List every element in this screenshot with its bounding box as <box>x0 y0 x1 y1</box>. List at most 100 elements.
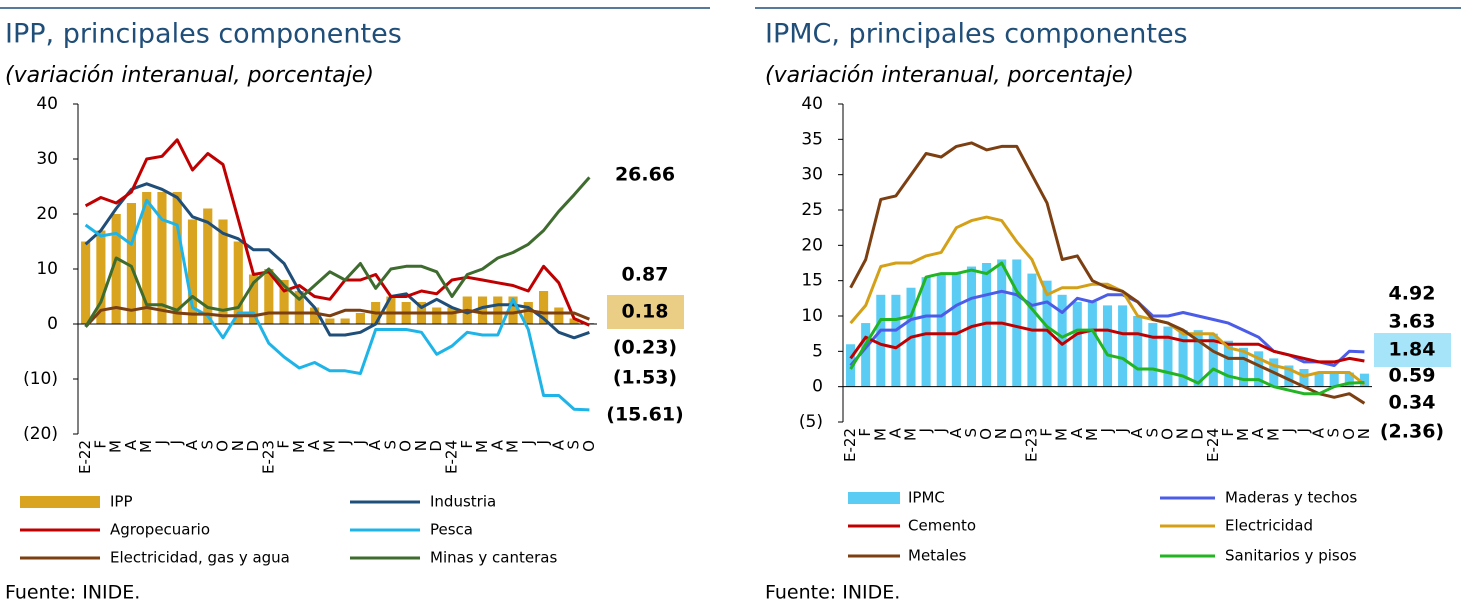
legend-label: IPP <box>110 493 133 511</box>
bar <box>1042 280 1052 387</box>
x-tick-label: A <box>305 439 323 450</box>
line <box>84 176 591 328</box>
legend-label: Maderas y techos <box>1225 489 1358 507</box>
x-tick-label: D <box>244 440 262 452</box>
x-tick-label: A <box>366 439 384 450</box>
bar <box>1133 316 1143 387</box>
end-label: (15.61) <box>606 404 683 426</box>
source: Fuente: INIDE. <box>765 582 900 604</box>
x-tick-label: F <box>275 440 293 449</box>
bar <box>1238 347 1249 387</box>
bar <box>279 280 289 324</box>
bar <box>187 219 198 324</box>
bar <box>325 318 335 324</box>
x-tick-label: F <box>91 440 109 449</box>
end-label: 0.87 <box>622 264 669 286</box>
end-label: (0.23) <box>613 337 677 359</box>
x-tick-label: A <box>1128 427 1146 438</box>
x-tick-label: E-24 <box>442 440 460 474</box>
x-tick-label: F <box>1219 428 1237 437</box>
bar <box>447 307 457 324</box>
source: Fuente: INIDE. <box>5 582 140 604</box>
line <box>84 306 590 328</box>
end-label: (1.53) <box>613 367 677 389</box>
legend-swatch <box>20 496 100 508</box>
y-tick-label: 20 <box>36 204 58 224</box>
bar <box>1329 372 1339 387</box>
legend-label: Cemento <box>908 517 976 535</box>
x-tick-label: E-24 <box>1204 428 1222 462</box>
bar <box>233 241 243 324</box>
bar <box>203 208 213 324</box>
line <box>849 321 1365 364</box>
end-label: 0.59 <box>1389 365 1436 387</box>
y-tick-label: 0 <box>47 314 58 334</box>
bar <box>264 269 274 324</box>
bar <box>1359 373 1369 387</box>
bar <box>861 323 871 387</box>
bar <box>921 277 931 387</box>
bar <box>876 294 886 387</box>
y-tick-label: 25 <box>801 200 823 220</box>
bar <box>846 344 856 387</box>
bar <box>891 294 901 387</box>
bar <box>1057 294 1067 387</box>
bar <box>1284 365 1294 387</box>
bar <box>477 296 488 324</box>
x-tick-label: J <box>351 440 369 445</box>
legend-label: Metales <box>908 547 967 565</box>
x-tick-label: E-22 <box>841 428 859 462</box>
end-label: 0.34 <box>1389 392 1436 414</box>
bar <box>951 273 961 387</box>
bar <box>126 203 137 324</box>
end-label: 4.92 <box>1389 283 1436 305</box>
x-tick-label: M <box>1234 428 1252 441</box>
bar <box>1254 351 1264 387</box>
y-tick-label: 5 <box>812 341 823 361</box>
legend-label: Electricidad, gas y agua <box>110 549 290 567</box>
x-tick-label: N <box>229 440 247 451</box>
y-tick-label: (5) <box>799 412 823 432</box>
x-tick-label: E-23 <box>259 440 277 474</box>
label-box <box>1374 333 1451 367</box>
bar <box>111 214 121 324</box>
bar <box>1072 301 1082 387</box>
bar <box>554 307 564 324</box>
line <box>849 141 1366 405</box>
label-box <box>607 295 684 329</box>
x-tick-label: A <box>1249 427 1267 438</box>
bar <box>142 192 152 324</box>
y-tick-label: 10 <box>801 306 823 326</box>
end-label: 3.63 <box>1389 311 1436 333</box>
bar <box>157 192 167 324</box>
legend-label: Agropecuario <box>110 521 210 539</box>
x-tick-label: J <box>1279 428 1297 433</box>
bar <box>538 291 549 324</box>
bar <box>386 296 396 324</box>
legend-label: IPMC <box>908 489 945 507</box>
bar <box>1344 372 1354 387</box>
line <box>849 261 1365 396</box>
bar <box>523 302 533 324</box>
bar <box>432 307 442 324</box>
legend-label: Sanitarios y pisos <box>1225 547 1357 565</box>
y-tick-label: 35 <box>801 129 823 149</box>
x-tick-label: N <box>412 440 430 451</box>
end-label: 26.66 <box>615 164 675 186</box>
x-tick-label: O <box>1158 428 1176 440</box>
legend-label: Minas y canteras <box>430 549 557 567</box>
y-tick-label: 20 <box>801 235 823 255</box>
bar <box>569 318 579 324</box>
x-tick-label: A <box>947 427 965 438</box>
bar <box>310 307 320 324</box>
bar <box>218 219 228 324</box>
x-tick-label: O <box>214 440 232 452</box>
x-tick-label: J <box>917 428 935 433</box>
y-tick-label: (20) <box>23 424 58 444</box>
bar <box>340 318 350 324</box>
x-tick-label: O <box>580 440 598 452</box>
x-tick-label: A <box>1068 427 1086 438</box>
y-tick-label: 30 <box>801 165 823 185</box>
x-tick-label: J <box>336 440 354 445</box>
